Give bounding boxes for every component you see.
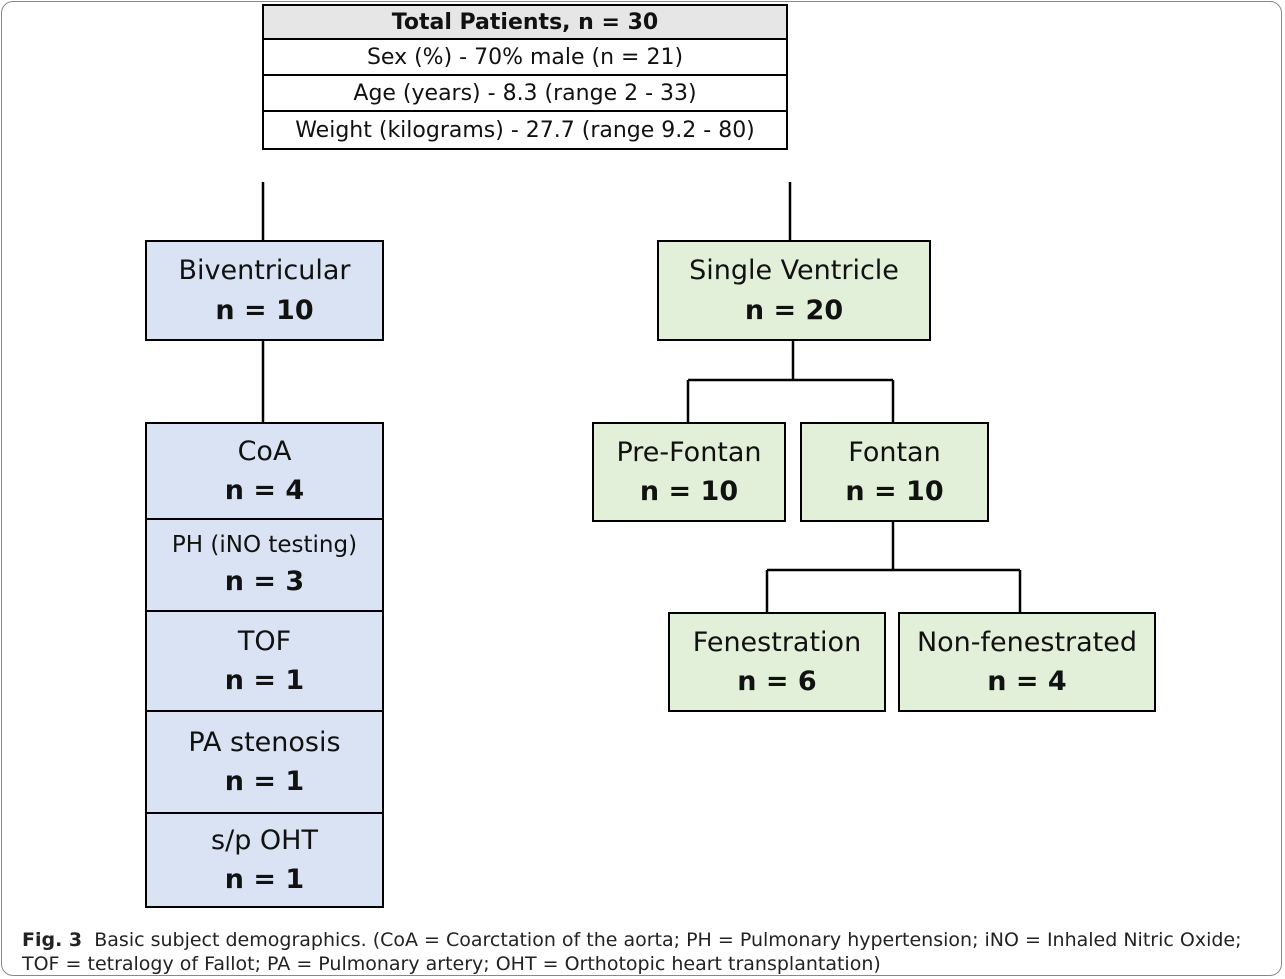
node: Fenestration n = 6 bbox=[668, 612, 886, 712]
node-label: Pre-Fontan bbox=[616, 436, 762, 468]
node-label: CoA bbox=[237, 435, 292, 467]
caption: Fig. 3 Basic subject demographics. (CoA … bbox=[22, 928, 1272, 976]
node: PA stenosis n = 1 bbox=[145, 710, 384, 814]
node: Fontan n = 10 bbox=[800, 422, 989, 522]
node-count: n = 10 bbox=[639, 476, 739, 507]
connector bbox=[686, 340, 895, 422]
node-label: Single Ventricle bbox=[689, 255, 899, 287]
node: TOF n = 1 bbox=[145, 610, 384, 712]
node-label: Non-fenestrated bbox=[916, 626, 1138, 658]
node-count: n = 10 bbox=[845, 476, 944, 507]
node: s/p OHT n = 1 bbox=[145, 812, 384, 908]
caption-label: Fig. 3 bbox=[22, 929, 83, 951]
node: PH (iNO testing) n = 3 bbox=[145, 518, 384, 612]
caption-text: Basic subject demographics. (CoA = Coarc… bbox=[22, 929, 1242, 975]
node-count: n = 20 bbox=[744, 294, 844, 326]
node-count: n = 6 bbox=[737, 666, 817, 697]
header-row: Sex (%) - 70% male (n = 21) bbox=[262, 38, 788, 76]
node-label: PA stenosis bbox=[188, 726, 341, 758]
connector bbox=[261, 182, 792, 240]
node-count: n = 3 bbox=[224, 566, 305, 598]
node: CoA n = 4 bbox=[145, 422, 384, 520]
node-count: n = 4 bbox=[987, 666, 1067, 697]
node: Non-fenestrated n = 4 bbox=[898, 612, 1156, 712]
node-count: n = 4 bbox=[224, 475, 305, 506]
node: Single Ventricle n = 20 bbox=[657, 240, 931, 341]
node-label: Biventricular bbox=[178, 255, 351, 287]
connector bbox=[765, 522, 1022, 612]
node-count: n = 1 bbox=[224, 665, 305, 696]
node-label: PH (iNO testing) bbox=[171, 531, 358, 558]
node-label: TOF bbox=[237, 625, 292, 657]
node: Pre-Fontan n = 10 bbox=[592, 422, 786, 522]
node-count: n = 10 bbox=[215, 294, 314, 326]
header-row: Age (years) - 8.3 (range 2 - 33) bbox=[262, 74, 788, 112]
header-title: Total Patients, n = 30 bbox=[262, 4, 788, 40]
node-label: Fenestration bbox=[692, 626, 862, 658]
node-count: n = 1 bbox=[224, 766, 305, 797]
node-count: n = 1 bbox=[224, 864, 305, 895]
node: Biventricular n = 10 bbox=[145, 240, 384, 341]
node-label: s/p OHT bbox=[211, 824, 318, 856]
node-label: Fontan bbox=[848, 436, 941, 468]
header-row: Weight (kilograms) - 27.7 (range 9.2 - 8… bbox=[262, 110, 788, 150]
